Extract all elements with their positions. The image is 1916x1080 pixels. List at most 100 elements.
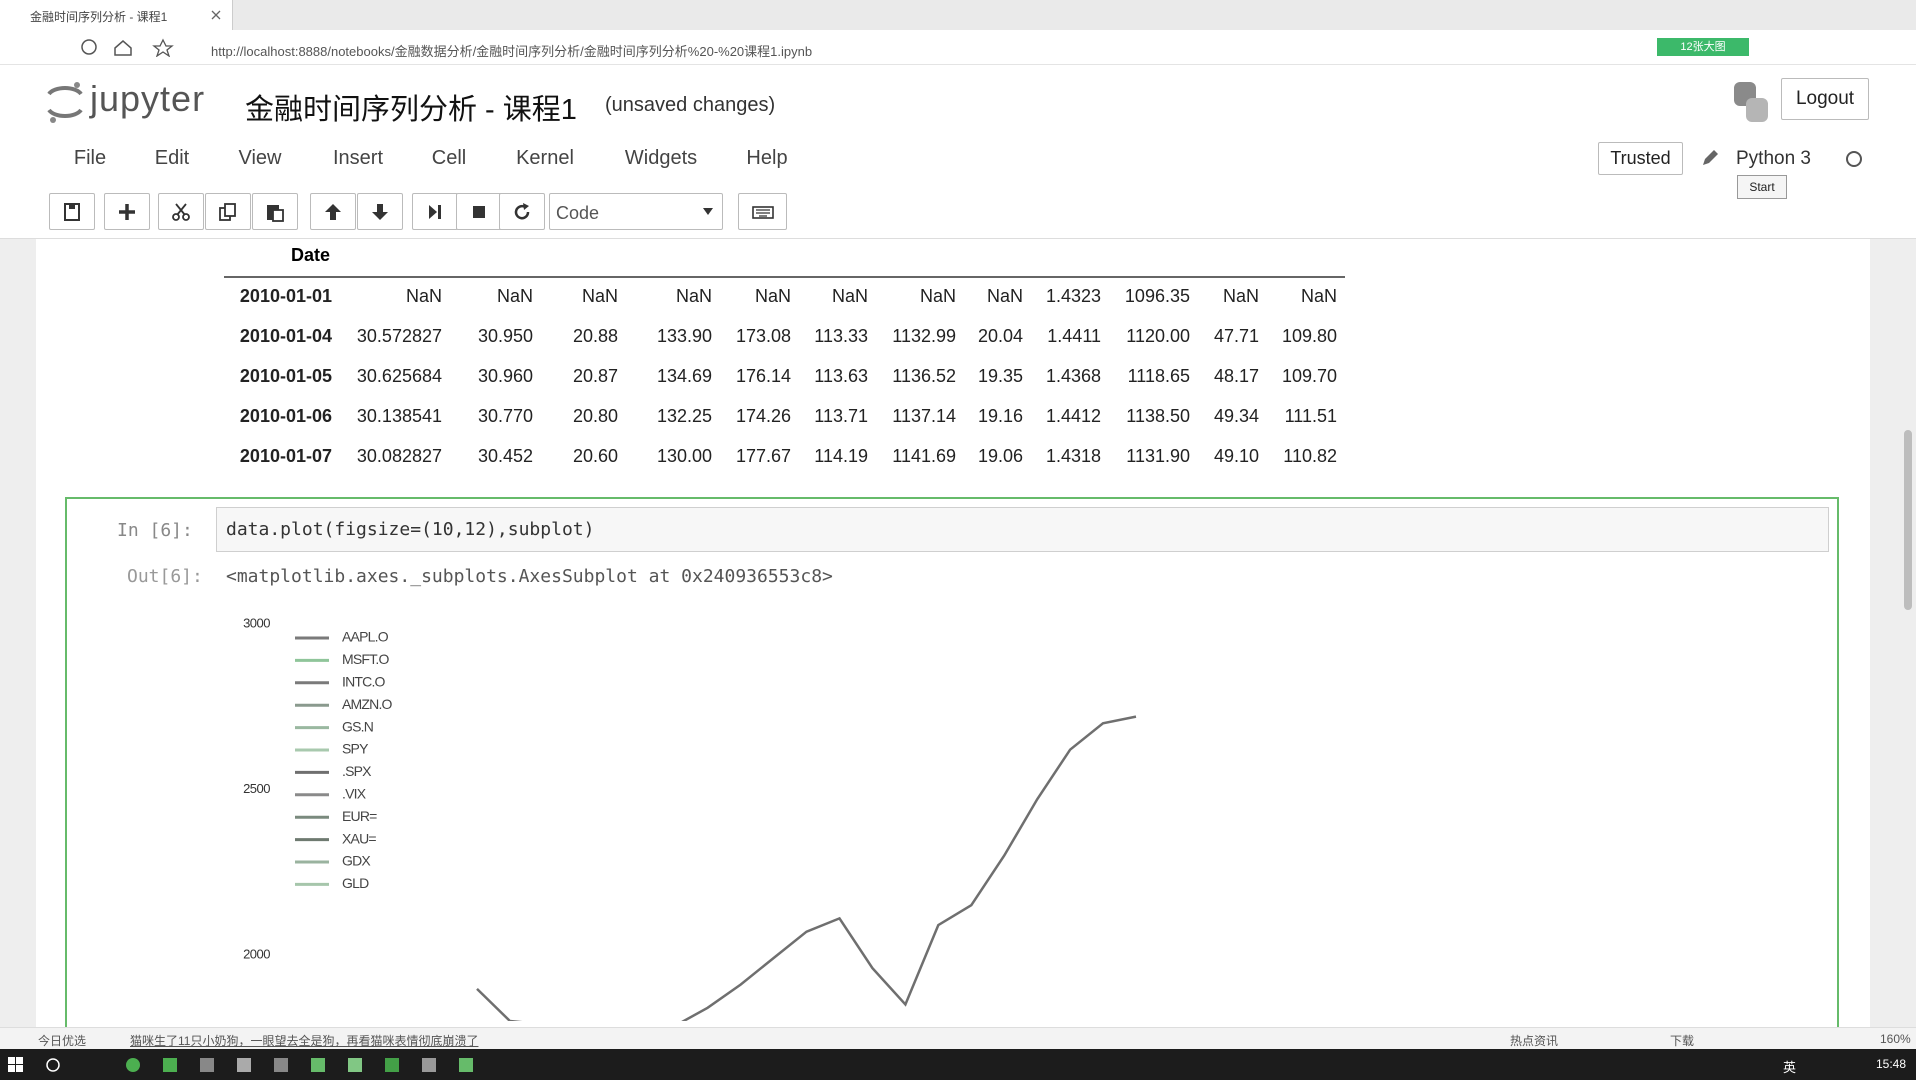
left-margin [0,239,36,1027]
status-download[interactable]: 下载 [1670,1034,1695,1048]
select-arrow [703,208,713,215]
icon [325,204,341,220]
table-cell: 20.88 [573,326,618,346]
table-cell: 173.08 [736,326,791,346]
menu-item[interactable]: Kernel [516,147,574,169]
icon [751,206,774,219]
notebook-title[interactable]: 金融时间序列分析 - 课程1 [245,94,577,126]
kernel-indicator [1846,151,1862,167]
ime[interactable]: 英 [1783,1060,1797,1075]
menu-item[interactable]: Help [746,147,788,169]
status-zoom[interactable]: 160% [1880,1032,1911,1046]
menu-item[interactable]: View [238,147,282,169]
badge[interactable]: 12张大图 [1657,38,1749,56]
table-cell: 109.70 [1282,366,1337,386]
table-cell: 20.60 [573,446,618,466]
table-cell: NaN [497,286,533,306]
edit-icon[interactable] [1700,148,1720,168]
table-cell: 177.67 [736,446,791,466]
legend-label: XAU= [342,830,376,846]
table-cell: 1.4368 [1046,366,1101,386]
table-cell: 176.14 [736,366,791,386]
icon [473,206,485,218]
series-line [476,715,1137,1021]
legend-label: .VIX [342,786,367,802]
python-logo [1734,82,1768,122]
table-cell: 19.35 [978,366,1023,386]
table-cell: NaN [582,286,618,306]
table-cell: 1137.14 [892,406,956,426]
table-cell: 30.082827 [357,446,442,466]
menu-item[interactable]: Insert [332,147,384,169]
table-cell: 30.770 [478,406,533,426]
status-bar: 今日优选 猫咪生了11只小奶狗，一眼望去全是狗，再看猫咪表情彻底崩溃了 热点资讯… [0,1027,1916,1050]
table-cell: 1.4412 [1046,406,1101,426]
table-cell: 1.4318 [1046,446,1101,466]
table-cell: 20.04 [978,326,1023,346]
scrollbar-thumb[interactable] [1904,430,1912,610]
tab[interactable]: 金融时间序列分析 - 课程1 [0,0,233,30]
toolbar-button[interactable] [49,193,95,230]
row-index: 2010-01-04 [240,326,332,346]
status-news[interactable]: 猫咪生了11只小奶狗，一眼望去全是狗，再看猫咪表情彻底崩溃了 [130,1034,479,1048]
legend-label: EUR= [342,808,377,824]
chart: 2000 2500 3000 AAPL.O MSFT.O INTC.O AMZN.O GS.N… [243,615,1137,1021]
table-cell: 110.82 [1283,446,1337,466]
toolbar-button[interactable] [158,193,204,230]
toolbar-button[interactable] [357,193,403,230]
trusted-indicator[interactable]: Trusted [1598,142,1683,175]
toolbar-button[interactable] [738,193,787,230]
row-index: 2010-01-01 [240,286,332,306]
jupyter-logo[interactable]: jupyter [90,78,206,119]
row-index: 2010-01-05 [240,366,332,386]
icon [429,205,441,219]
table-cell: 1131.90 [1126,446,1190,466]
table-cell: 30.452 [478,446,533,466]
toolbar-button[interactable] [412,193,458,230]
code-cell[interactable] [65,497,1839,1037]
logout-button[interactable]: Logout [1781,78,1869,120]
toolbar-button[interactable] [456,193,502,230]
table-cell: 19.06 [978,446,1023,466]
table-cell: 20.87 [573,366,618,386]
toolbar-button[interactable] [310,193,356,230]
toolbar-button[interactable] [104,193,150,230]
table-cell: 1132.99 [892,326,956,346]
toolbar-button[interactable] [499,193,545,230]
url[interactable]: http://localhost:8888/notebooks/金融数据分析/金… [211,44,813,59]
toolbar-button[interactable] [205,193,251,230]
status-left[interactable]: 今日优选 [38,1034,87,1048]
cell-type-select[interactable]: Code [549,193,723,230]
save-status: (unsaved changes) [605,94,776,116]
tab-close[interactable] [210,9,222,21]
table-cell: 1.4323 [1046,286,1101,306]
table-cell: 30.138541 [357,406,442,426]
table-cell: 1136.52 [892,366,956,386]
menu-item[interactable]: Edit [154,147,190,169]
status-hot[interactable]: 热点资讯 [1510,1034,1559,1048]
table-cell: 133.90 [657,326,712,346]
table-cell: 49.10 [1214,446,1259,466]
output-prompt: Out[6]: [127,566,203,587]
table-cell: 130.00 [657,446,712,466]
icon [372,204,388,220]
table-cell: 174.26 [736,406,791,426]
toolbar-button[interactable] [252,193,298,230]
table-cell: 30.960 [478,366,533,386]
code: data.plot(figsize=(10,12),subplot) [226,519,595,540]
table-cell: NaN [1301,286,1337,306]
table-cell: 1138.50 [1126,406,1190,426]
menu-item[interactable]: Cell [431,147,467,169]
menu-item[interactable]: File [73,147,107,169]
kernel-name: Python 3 [1736,148,1811,169]
icon [514,203,530,220]
jupyter-logo-icon [47,82,83,123]
table-cell: NaN [920,286,956,306]
menu-item[interactable]: Widgets [624,147,698,169]
index-name: Date [291,245,330,265]
code-input[interactable]: data.plot(figsize=(10,12),subplot) [216,507,1829,552]
icon [219,203,236,221]
table-cell: 47.71 [1214,326,1259,346]
table-cell: 1096.35 [1125,286,1190,306]
